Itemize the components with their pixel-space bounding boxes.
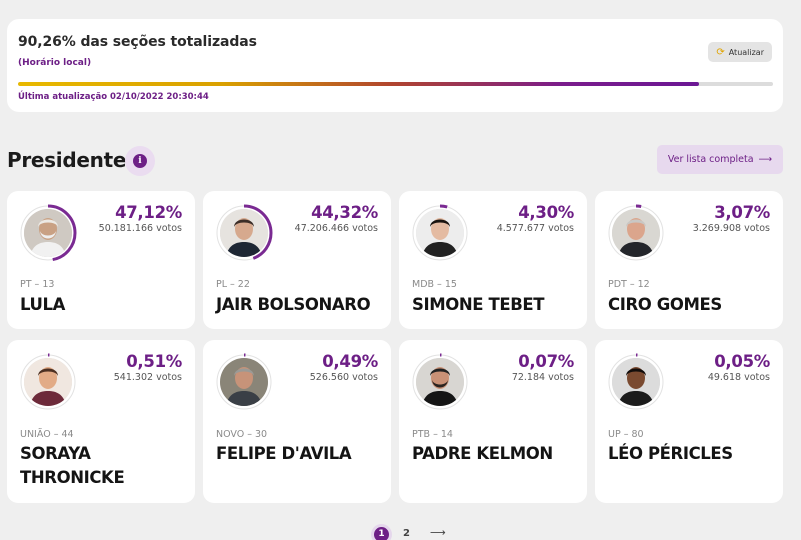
candidate-votes: 3.269.908 votos (692, 223, 770, 234)
candidate-vote-ring (410, 352, 470, 412)
refresh-label: Atualizar (728, 47, 764, 57)
candidate-vote-ring (606, 352, 666, 412)
candidate-name: JAIR BOLSONARO (216, 295, 371, 314)
candidate-party: UP – 80 (608, 429, 644, 440)
next-page-arrow-icon[interactable]: ⟶ (430, 526, 446, 539)
candidate-card[interactable]: 4,30% 4.577.677 votos MDB – 15 SIMONE TEBET (399, 191, 587, 329)
candidate-vote-ring (606, 203, 666, 263)
candidate-party: PDT – 12 (608, 279, 650, 290)
candidate-photo (416, 209, 464, 257)
candidate-party: PT – 13 (20, 279, 55, 290)
candidate-vote-ring (214, 203, 274, 263)
page-1-button[interactable]: 1 (371, 524, 392, 540)
candidate-photo (612, 209, 660, 257)
local-time-note: (Horário local) (18, 58, 92, 68)
candidate-name: SIMONE TEBET (412, 295, 545, 314)
candidate-votes: 4.577.677 votos (496, 223, 574, 234)
candidate-name: PADRE KELMON (412, 444, 553, 463)
candidate-party: PL – 22 (216, 279, 250, 290)
sections-counted-title: 90,26% das seções totalizadas (18, 34, 257, 50)
arrow-right-icon: ⟶ (758, 154, 773, 165)
candidate-vote-ring (410, 203, 470, 263)
candidate-photo (220, 209, 268, 257)
candidate-name: LULA (20, 295, 66, 314)
candidate-votes: 49.618 votos (707, 372, 770, 383)
candidate-percentage: 3,07% (714, 203, 770, 222)
candidate-card[interactable]: 0,07% 72.184 votos PTB – 14 PADRE KELMON (399, 340, 587, 503)
pagination: 1 2 ⟶ (0, 522, 801, 540)
info-icon[interactable]: i (125, 146, 155, 176)
candidate-card[interactable]: 3,07% 3.269.908 votos PDT – 12 CIRO GOMES (595, 191, 783, 329)
candidate-photo (416, 358, 464, 406)
candidate-photo (220, 358, 268, 406)
counting-progress-fill (18, 82, 700, 86)
candidate-percentage: 0,05% (714, 352, 770, 371)
candidate-percentage: 0,51% (126, 352, 182, 371)
candidate-vote-ring (18, 352, 78, 412)
candidate-name: CIRO GOMES (608, 295, 722, 314)
candidate-card[interactable]: 0,51% 541.302 votos UNIÃO – 44 SORAYA THRON… (7, 340, 195, 503)
candidate-party: MDB – 15 (412, 279, 457, 290)
candidate-party: UNIÃO – 44 (20, 429, 74, 440)
candidate-percentage: 4,30% (518, 203, 574, 222)
candidate-votes: 47.206.466 votos (294, 223, 378, 234)
full-list-label: Ver lista completa (667, 154, 754, 165)
last-update-text: Última atualização 02/10/2022 20:30:44 (18, 92, 209, 102)
candidate-percentage: 44,32% (311, 203, 378, 222)
full-list-button[interactable]: Ver lista completa ⟶ (657, 145, 783, 174)
refresh-button[interactable]: ⟳ Atualizar (708, 42, 772, 62)
candidate-photo (24, 358, 72, 406)
candidate-votes: 50.181.166 votos (98, 223, 182, 234)
candidate-vote-ring (214, 352, 274, 412)
candidate-name: LÉO PÉRICLES (608, 444, 733, 463)
candidate-votes: 526.560 votos (309, 372, 378, 383)
candidate-party: PTB – 14 (412, 429, 453, 440)
page-2-button[interactable]: 2 (403, 528, 410, 539)
candidate-votes: 72.184 votos (511, 372, 574, 383)
candidate-vote-ring (18, 203, 78, 263)
candidate-photo (612, 358, 660, 406)
candidate-card[interactable]: 47,12% 50.181.166 votos PT – 13 LULA (7, 191, 195, 329)
candidate-card[interactable]: 0,05% 49.618 votos UP – 80 LÉO PÉRICLES (595, 340, 783, 503)
candidate-percentage: 0,49% (322, 352, 378, 371)
candidate-votes: 541.302 votos (113, 372, 182, 383)
candidate-percentage: 0,07% (518, 352, 574, 371)
status-card: 90,26% das seções totalizadas (Horário l… (7, 19, 783, 112)
page-1-label: 1 (374, 527, 389, 540)
refresh-icon: ⟳ (716, 46, 725, 58)
candidate-name: FELIPE D'AVILA (216, 444, 352, 463)
candidate-photo (24, 209, 72, 257)
candidate-card[interactable]: 44,32% 47.206.466 votos PL – 22 JAIR BOLSON… (203, 191, 391, 329)
candidate-percentage: 47,12% (115, 203, 182, 222)
candidate-card[interactable]: 0,49% 526.560 votos NOVO – 30 FELIPE D'AVIL… (203, 340, 391, 503)
section-title: Presidente (7, 148, 127, 172)
candidate-name: SORAYA THRONICKE (20, 444, 125, 487)
counting-progress-bar (18, 82, 773, 86)
candidate-party: NOVO – 30 (216, 429, 268, 440)
